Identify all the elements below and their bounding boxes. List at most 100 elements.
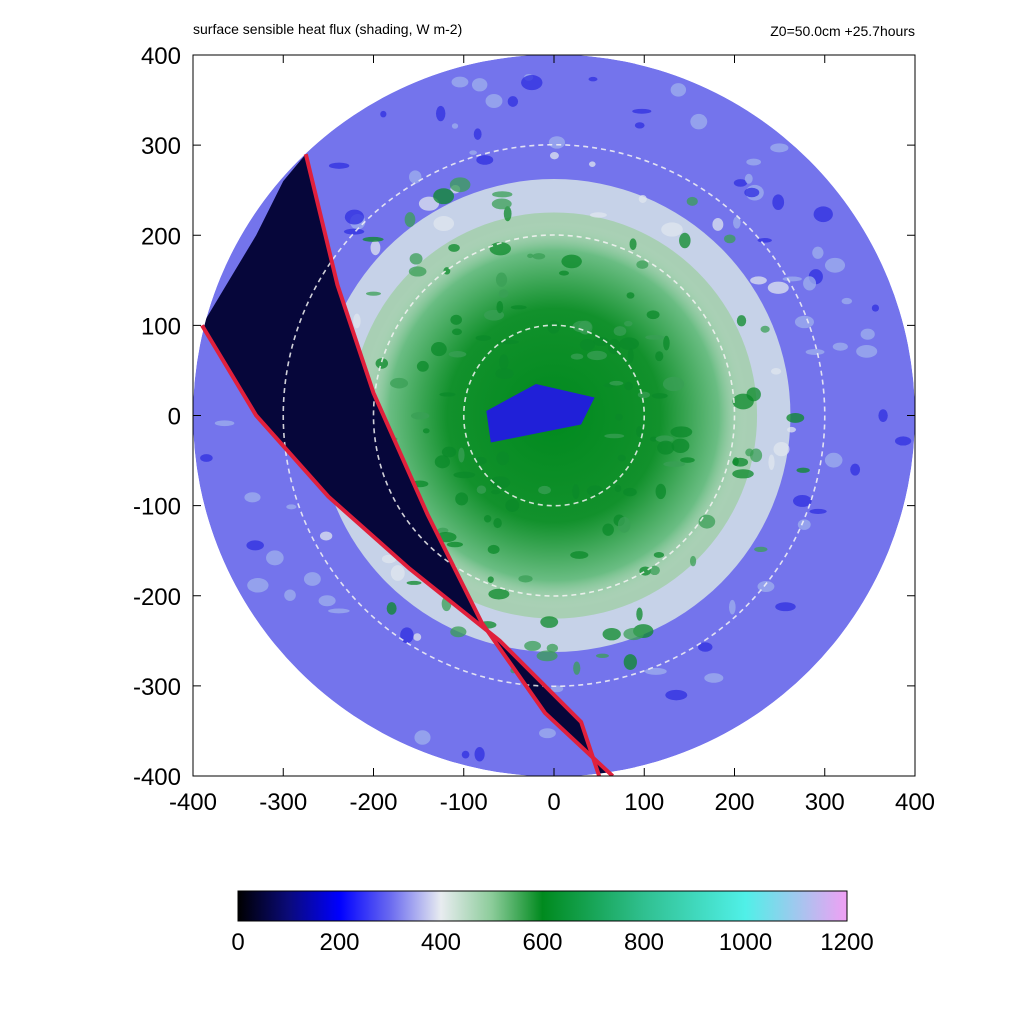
colorbar-tick-label: 200 [319, 929, 359, 956]
convective-cell [433, 216, 455, 232]
convective-cell [655, 483, 667, 500]
convective-cell [505, 498, 520, 512]
convective-cell [409, 253, 423, 265]
convective-cell [496, 451, 510, 466]
red-boundary-lines [200, 153, 615, 776]
convective-cell [510, 305, 527, 310]
colorbar-gradient [238, 891, 847, 921]
convective-cell [663, 335, 670, 351]
y-tick-label: -100 [133, 494, 181, 521]
convective-cell [410, 411, 430, 420]
convective-cell [760, 325, 770, 333]
convective-cell [733, 216, 741, 229]
convective-cell [704, 673, 724, 683]
convective-cell [626, 292, 635, 299]
convective-cell [495, 368, 514, 379]
convective-cell [498, 339, 519, 345]
convective-cell [733, 179, 748, 187]
convective-cell [624, 381, 633, 391]
colorbar-tick-label: 800 [624, 929, 664, 956]
convective-cell [247, 578, 269, 593]
convective-cell [540, 616, 559, 628]
range-ring [462, 324, 646, 507]
convective-cell [476, 155, 494, 165]
convective-cell [805, 348, 825, 356]
x-tick-label: -400 [169, 789, 217, 816]
convective-cell [824, 257, 846, 273]
convective-cell [414, 730, 431, 745]
convective-cell [775, 602, 796, 612]
y-tick-label: 400 [141, 43, 181, 70]
convective-cell [489, 242, 511, 256]
convective-cell [670, 426, 693, 438]
convective-cell [527, 253, 534, 259]
convective-cell [850, 463, 861, 476]
convective-cell [770, 367, 782, 375]
convective-cell [451, 328, 462, 336]
convective-cell [657, 440, 675, 455]
convective-cell [624, 320, 633, 327]
convective-cell [602, 627, 621, 641]
convective-cell [362, 236, 384, 242]
convective-cell [461, 750, 470, 759]
x-tick-label: -100 [440, 789, 488, 816]
convective-cell [561, 254, 582, 269]
convective-cell [812, 246, 824, 259]
convective-cell [439, 392, 456, 397]
convective-cell [286, 504, 297, 510]
convective-cell [458, 447, 465, 463]
convective-cell [435, 105, 446, 122]
convective-cell [690, 113, 708, 130]
convective-cell [773, 442, 790, 457]
convective-cell [645, 334, 665, 340]
convective-cell [832, 342, 848, 351]
x-tick-label: 200 [714, 789, 754, 816]
convective-cell [689, 555, 697, 567]
convective-cell [749, 448, 763, 463]
convective-cell [662, 376, 685, 392]
convective-cell [617, 516, 631, 533]
convective-cell [757, 238, 772, 243]
convective-cell [433, 188, 455, 205]
convective-cell [579, 338, 596, 351]
colorbar-frame [237, 890, 848, 922]
convective-cell [649, 565, 660, 576]
convective-cell [491, 198, 512, 210]
convective-cell [793, 495, 812, 507]
convective-cell [572, 484, 580, 500]
convective-cell [698, 514, 716, 529]
convective-cell [796, 467, 810, 473]
convective-cell [284, 589, 296, 601]
colorbar-ticks: 0 200 400 600 800 1000 1200 [231, 929, 873, 956]
convective-cell [475, 335, 492, 341]
convective-cell [471, 78, 488, 92]
convective-cell [408, 266, 427, 277]
convective-cell [750, 276, 767, 285]
convective-cell [824, 452, 843, 468]
x-tick-label: 0 [547, 789, 560, 816]
convective-cell [328, 608, 350, 614]
convective-cell [485, 93, 503, 109]
convective-cell [449, 177, 471, 193]
convective-cell [770, 143, 789, 153]
convective-cell [782, 276, 802, 282]
convective-cell [587, 350, 607, 361]
convective-cell [894, 436, 912, 446]
colorbar-tick-label: 0 [231, 929, 244, 956]
convective-cell [487, 576, 494, 583]
convective-cell [627, 348, 634, 363]
convective-cell [495, 272, 508, 287]
convective-cell [614, 484, 622, 493]
convective-cell [670, 83, 687, 97]
convective-cell [613, 326, 627, 337]
convective-cell [532, 253, 546, 260]
convective-cell [602, 523, 614, 536]
convective-cell [488, 588, 510, 600]
convective-cell [570, 353, 584, 360]
convective-cell [353, 313, 361, 329]
convective-cell [623, 627, 644, 641]
convective-cell [550, 685, 564, 693]
convective-cell [636, 260, 649, 269]
convective-cell [623, 654, 637, 671]
convective-cell [381, 554, 397, 564]
